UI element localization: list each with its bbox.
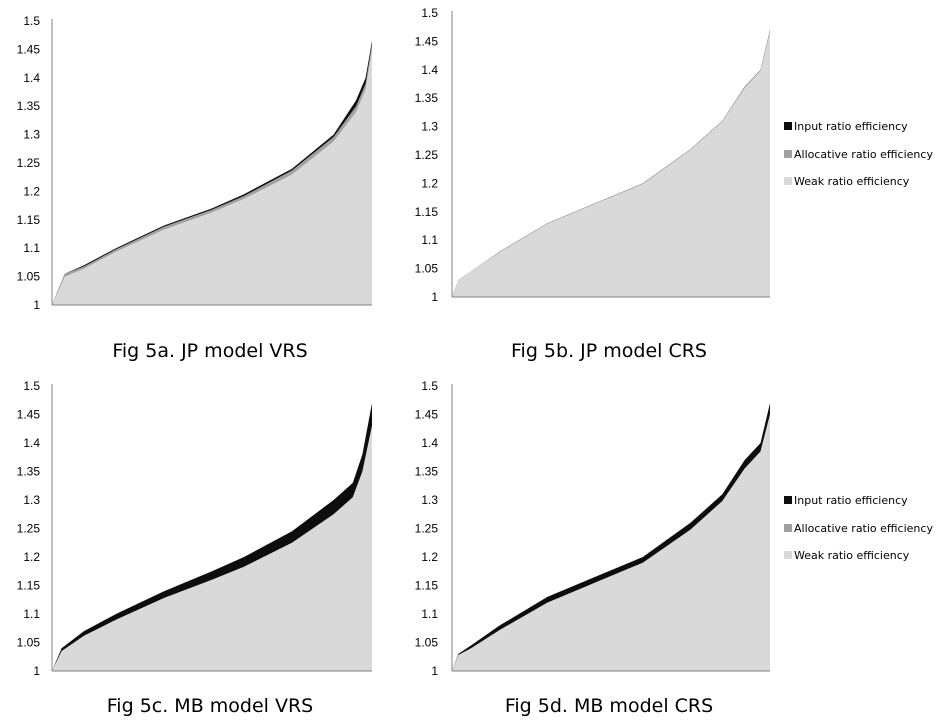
y-tick-label: 1 xyxy=(431,664,438,678)
y-tick-label: 1.1 xyxy=(421,233,438,247)
legend-swatch-allocative xyxy=(784,524,792,532)
y-tick-label: 1 xyxy=(33,298,40,312)
y-tick-label: 1.05 xyxy=(415,262,439,276)
figure-caption: Fig 5a. JP model VRS xyxy=(112,340,307,362)
y-tick-label: 1.1 xyxy=(23,241,40,255)
y-tick-label: 1.5 xyxy=(421,6,438,20)
y-tick-label: 1.25 xyxy=(17,522,41,536)
chart-panel: 1 1.05 1.1 1.15 1.2 1.25 1.3 1.35 1.4 1.45 1.5 Fig … xyxy=(17,14,372,362)
y-tick-label: 1.5 xyxy=(23,379,40,393)
legend-bottom: Input ratio efficiency Allocative ratio … xyxy=(784,494,933,562)
figure-caption: Fig 5b. JP model CRS xyxy=(511,340,707,362)
legend-label-allocative: Allocative ratio efficiency xyxy=(794,522,933,535)
y-tick-label: 1.05 xyxy=(17,270,41,284)
y-tick-label: 1.4 xyxy=(421,436,438,450)
y-tick-label: 1.15 xyxy=(415,205,439,219)
weak-ratio-area xyxy=(52,49,372,306)
y-tick-label: 1.25 xyxy=(17,156,41,170)
legend-swatch-input xyxy=(784,496,792,504)
y-tick-label: 1.25 xyxy=(415,148,439,162)
weak-ratio-area xyxy=(452,414,770,671)
chart-panel: 1 1.05 1.1 1.15 1.2 1.25 1.3 1.35 1.4 1.45 1.5 Fig … xyxy=(415,6,770,362)
y-tick-label: 1.35 xyxy=(17,465,41,479)
legend-swatch-input xyxy=(784,122,792,130)
y-tick-label: 1.3 xyxy=(23,128,40,142)
legend-label-input: Input ratio efficiency xyxy=(794,494,908,507)
chart-panels: 1 1.05 1.1 1.15 1.2 1.25 1.3 1.35 1.4 1.45 1.5 Fig … xyxy=(17,6,770,717)
legend-swatch-weak xyxy=(784,177,792,185)
chart-panel: 1 1.05 1.1 1.15 1.2 1.25 1.3 1.35 1.4 1.45 1.5 Fig … xyxy=(17,379,372,717)
y-tick-label: 1.3 xyxy=(23,493,40,507)
legend-label-weak: Weak ratio efficiency xyxy=(794,175,910,188)
y-tick-label: 1.45 xyxy=(17,42,41,56)
y-tick-label: 1.5 xyxy=(421,379,438,393)
y-tick-label: 1.45 xyxy=(17,408,41,422)
y-tick-label: 1.2 xyxy=(23,184,40,198)
y-tick-label: 1.1 xyxy=(421,607,438,621)
legend-label-allocative: Allocative ratio efficiency xyxy=(794,148,933,161)
y-tick-label: 1.2 xyxy=(421,550,438,564)
y-tick-label: 1.4 xyxy=(23,436,40,450)
figure-caption: Fig 5c. MB model VRS xyxy=(107,695,313,717)
weak-ratio-area xyxy=(52,425,372,671)
y-tick-label: 1.4 xyxy=(421,63,438,77)
legend-top: Input ratio efficiency Allocative ratio … xyxy=(784,120,933,188)
legend-swatch-allocative xyxy=(784,150,792,158)
y-tick-label: 1.5 xyxy=(23,14,40,28)
y-tick-label: 1.45 xyxy=(415,34,439,48)
y-tick-label: 1.15 xyxy=(17,579,41,593)
legend-swatch-weak xyxy=(784,551,792,559)
y-tick-label: 1 xyxy=(33,664,40,678)
y-tick-label: 1.35 xyxy=(415,465,439,479)
y-tick-label: 1.05 xyxy=(415,636,439,650)
y-tick-label: 1.2 xyxy=(421,176,438,190)
chart-panel: 1 1.05 1.1 1.15 1.2 1.25 1.3 1.35 1.4 1.45 1.5 Fig … xyxy=(415,379,770,717)
y-tick-label: 1.3 xyxy=(421,493,438,507)
y-tick-label: 1.05 xyxy=(17,636,41,650)
y-tick-label: 1.35 xyxy=(17,99,41,113)
y-tick-label: 1.2 xyxy=(23,550,40,564)
y-tick-label: 1.1 xyxy=(23,607,40,621)
y-tick-label: 1.15 xyxy=(17,213,41,227)
y-tick-label: 1.35 xyxy=(415,91,439,105)
y-tick-label: 1.4 xyxy=(23,71,40,85)
legend-label-weak: Weak ratio efficiency xyxy=(794,549,910,562)
y-tick-label: 1.45 xyxy=(415,408,439,422)
y-tick-label: 1.15 xyxy=(415,579,439,593)
legend-label-input: Input ratio efficiency xyxy=(794,120,908,133)
figure-caption: Fig 5d. MB model CRS xyxy=(505,695,713,717)
weak-ratio-area xyxy=(452,31,770,297)
y-tick-label: 1.25 xyxy=(415,522,439,536)
y-tick-label: 1.3 xyxy=(421,120,438,134)
y-tick-label: 1 xyxy=(431,290,438,304)
